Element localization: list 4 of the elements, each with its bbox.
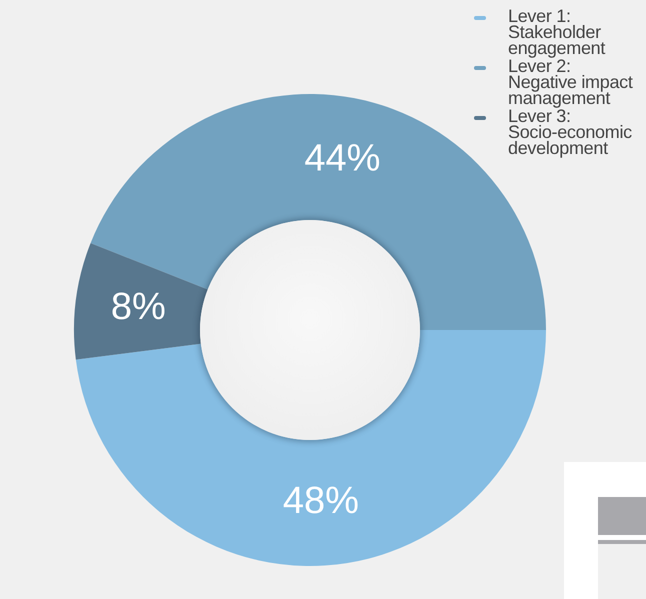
data-label: 44% (304, 138, 380, 180)
data-label: 48% (282, 480, 359, 522)
legend-label: Lever 1: Stakeholder engagement (508, 6, 606, 58)
data-label: 8% (110, 286, 166, 328)
